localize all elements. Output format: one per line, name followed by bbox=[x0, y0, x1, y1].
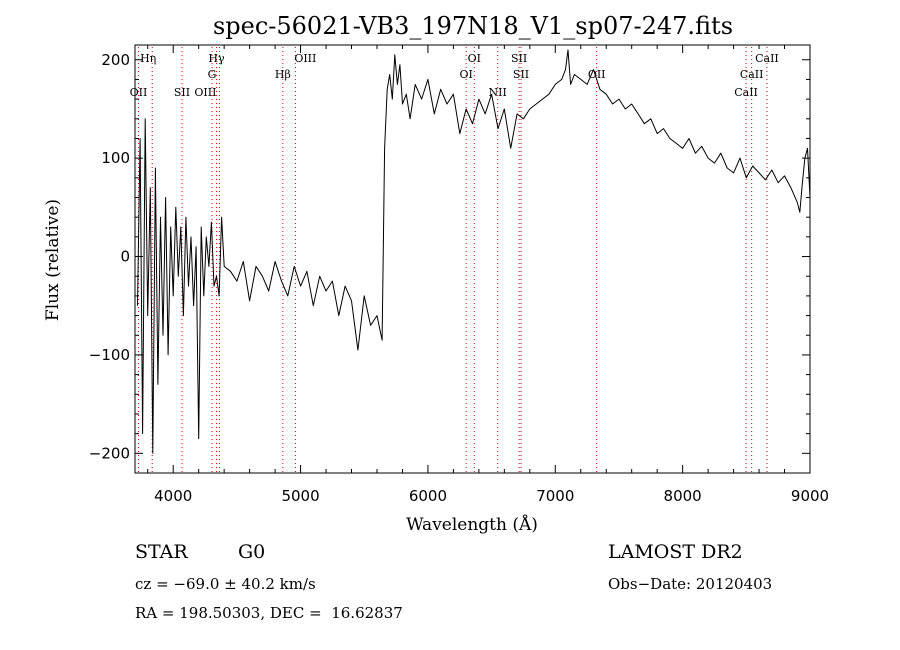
axis-ticks: 4000 5000 6000 7000 8000 9000 −200 −100 0 100 200 bbox=[89, 45, 829, 505]
redshift-readout: cz = −69.0 ± 40.2 km/s bbox=[135, 575, 316, 593]
coordinates: RA = 198.50303, DEC = 16.62837 bbox=[135, 604, 403, 622]
line-label: OI bbox=[459, 68, 472, 81]
line-label: Hη bbox=[140, 52, 156, 65]
y-tick-label: −100 bbox=[89, 346, 130, 364]
line-label: Hγ bbox=[208, 52, 225, 65]
y-tick-label: 0 bbox=[120, 248, 130, 266]
line-label: OIII bbox=[194, 86, 216, 99]
obs-date: Obs−Date: 20120403 bbox=[608, 575, 773, 593]
x-tick-label: 6000 bbox=[409, 487, 447, 505]
x-tick-label: 4000 bbox=[154, 487, 192, 505]
line-label: CaII bbox=[740, 68, 764, 81]
line-label: SII bbox=[513, 68, 529, 81]
line-label: CaII bbox=[755, 52, 779, 65]
x-tick-label: 8000 bbox=[664, 487, 702, 505]
chart-title: spec-56021-VB3_197N18_V1_sp07-247.fits bbox=[213, 12, 733, 40]
y-tick-label: 100 bbox=[101, 149, 130, 167]
y-tick-label: −200 bbox=[89, 444, 130, 462]
x-tick-label: 5000 bbox=[281, 487, 319, 505]
line-label: OII bbox=[130, 86, 148, 99]
y-tick-label: 200 bbox=[101, 51, 130, 69]
line-label: CaII bbox=[734, 86, 758, 99]
line-markers bbox=[137, 47, 768, 473]
survey-name: LAMOST DR2 bbox=[608, 541, 743, 563]
line-label: NII bbox=[489, 86, 507, 99]
x-tick-label: 7000 bbox=[536, 487, 574, 505]
spectrum-line bbox=[137, 49, 811, 454]
object-class: STAR bbox=[135, 541, 188, 563]
spectral-subclass: G0 bbox=[238, 541, 266, 563]
line-label: Hβ bbox=[275, 68, 291, 81]
line-label: G bbox=[208, 68, 217, 81]
line-label: SII bbox=[511, 52, 527, 65]
x-tick-label: 9000 bbox=[791, 487, 829, 505]
plot-frame bbox=[134, 44, 811, 474]
y-axis-label: Flux (relative) bbox=[43, 199, 63, 321]
line-label: OIII bbox=[294, 52, 316, 65]
x-axis-label: Wavelength (Å) bbox=[406, 514, 538, 535]
line-label: OI bbox=[468, 52, 481, 65]
line-label: SII bbox=[174, 86, 190, 99]
